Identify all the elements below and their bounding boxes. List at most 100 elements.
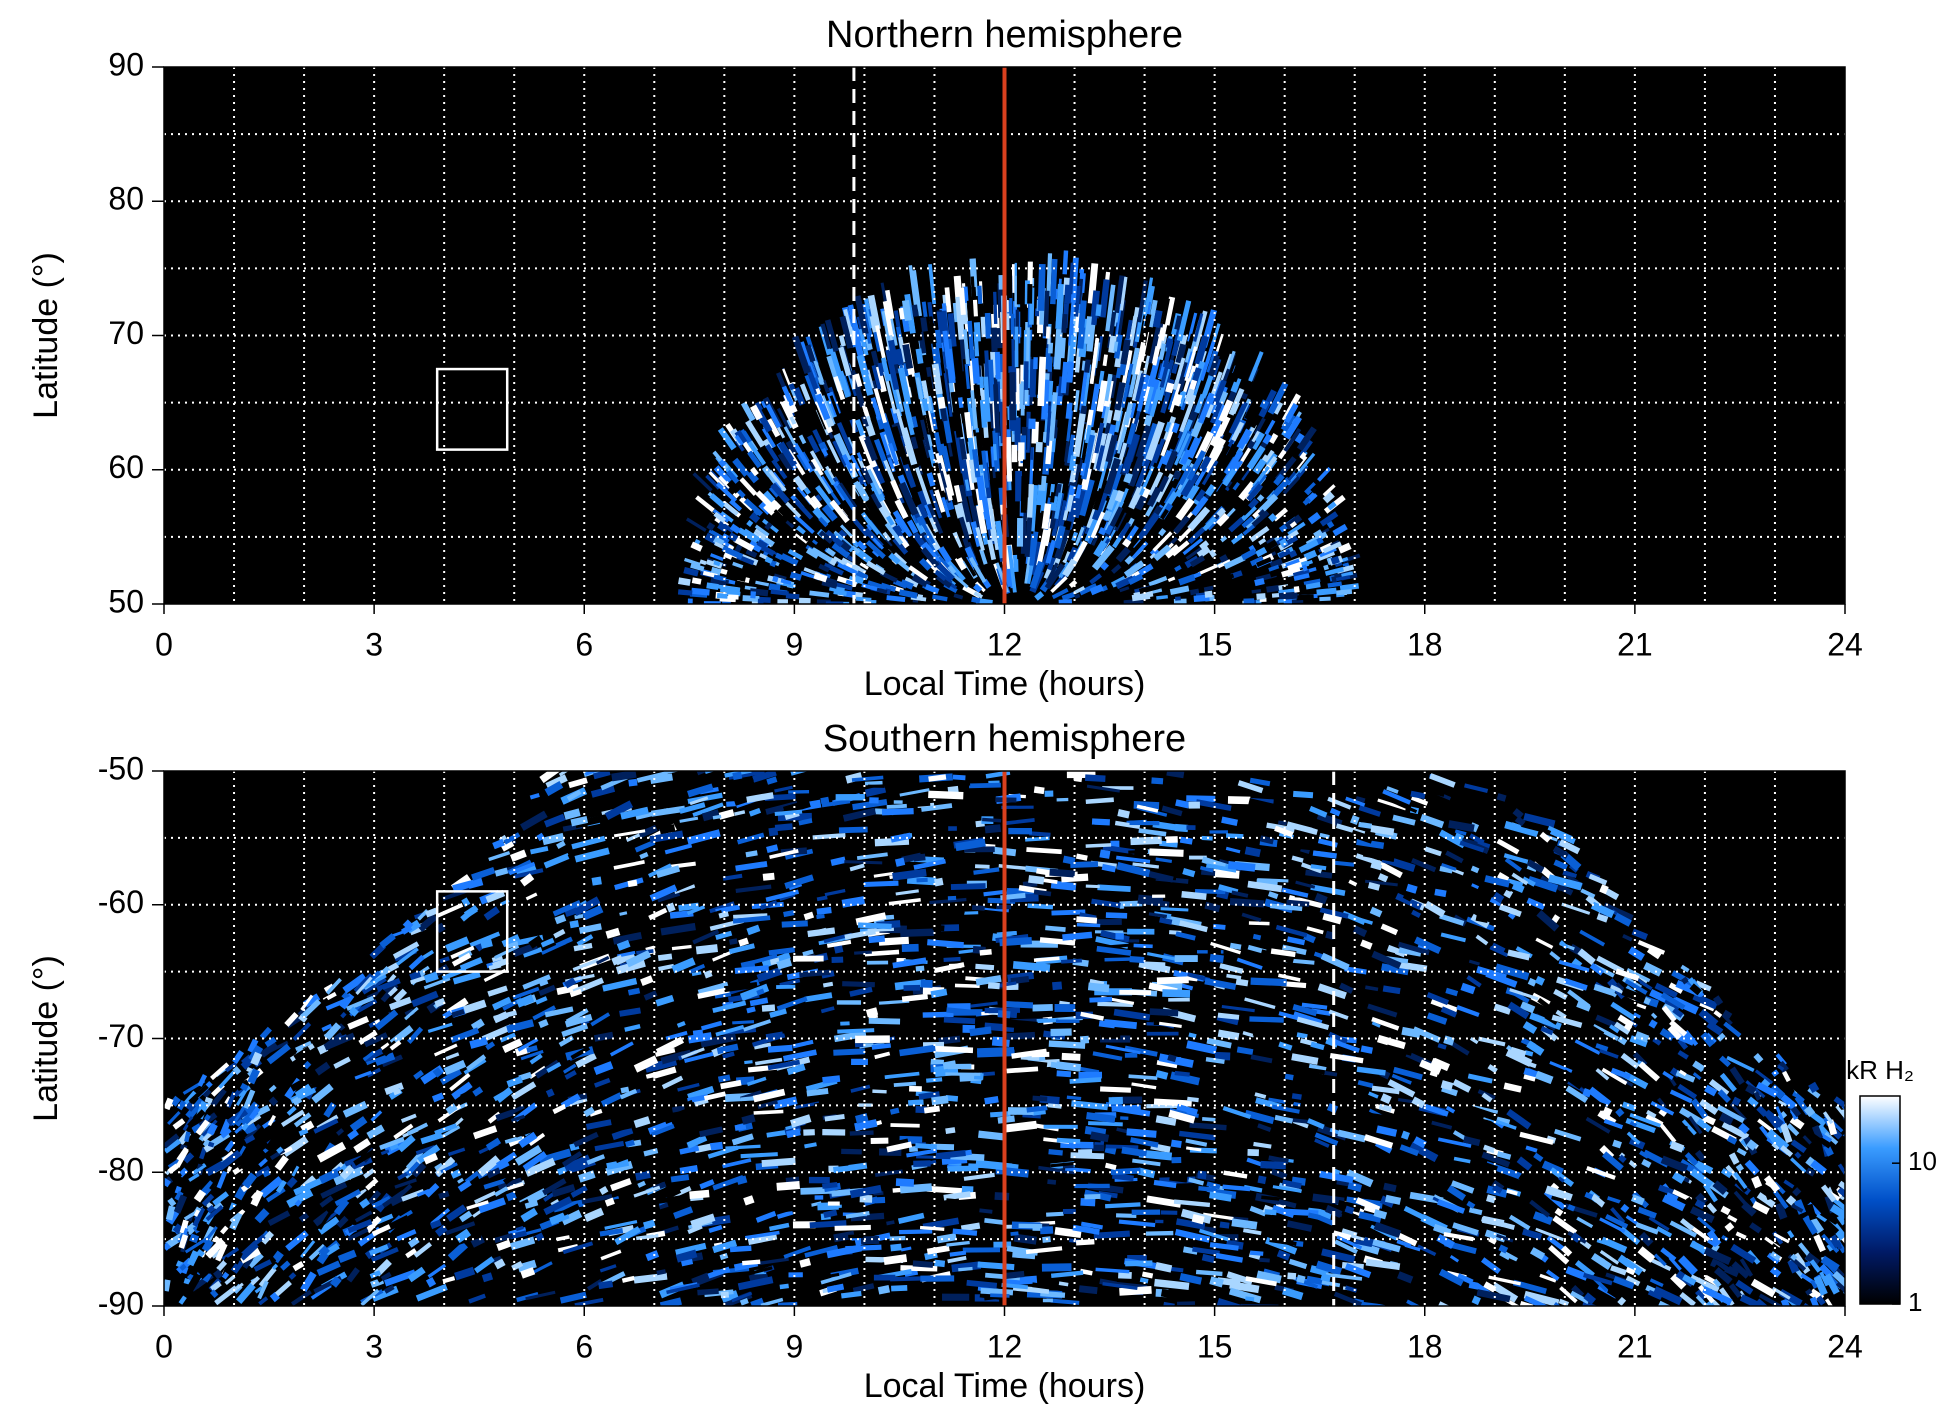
emission-streak: [1788, 1198, 1794, 1203]
emission-streak: [1271, 561, 1282, 565]
emission-streak: [1159, 843, 1177, 845]
emission-streak: [1522, 823, 1541, 828]
emission-streak: [974, 1076, 983, 1077]
emission-streak: [1203, 1257, 1215, 1260]
emission-streak: [985, 1099, 999, 1101]
emission-streak: [717, 783, 725, 785]
emission-streak: [1127, 1132, 1157, 1134]
emission-streak: [1270, 516, 1275, 520]
emission-streak: [955, 985, 980, 986]
emission-streak: [809, 593, 829, 595]
emission-streak: [1189, 1035, 1196, 1037]
emission-streak: [953, 1231, 977, 1233]
emission-streak: [845, 1247, 881, 1249]
emission-streak: [732, 1022, 754, 1023]
emission-streak: [1515, 811, 1522, 817]
emission-streak: [635, 1120, 650, 1125]
emission-streak: [1076, 1242, 1094, 1243]
emission-streak: [200, 1221, 204, 1231]
emission-streak: [342, 1013, 345, 1017]
emission-streak: [1047, 1182, 1055, 1183]
emission-streak: [1076, 919, 1097, 920]
emission-streak: [766, 559, 772, 562]
emission-streak: [224, 1273, 228, 1278]
emission-streak: [1004, 1274, 1024, 1276]
emission-streak: [1625, 1025, 1630, 1029]
emission-streak: [606, 1201, 614, 1204]
emission-streak: [833, 1051, 865, 1052]
emission-streak: [166, 1280, 168, 1291]
emission-streak: [1060, 1145, 1093, 1146]
y-tick-label: 70: [108, 315, 144, 351]
emission-streak: [1354, 929, 1365, 934]
emission-streak: [1105, 1204, 1140, 1206]
emission-streak: [1175, 1073, 1190, 1075]
emission-streak: [1029, 1205, 1061, 1207]
x-tick-label: 12: [987, 626, 1023, 662]
emission-streak: [1124, 602, 1144, 603]
emission-streak: [296, 1201, 300, 1205]
emission-streak: [264, 1172, 270, 1175]
emission-streak: [720, 589, 740, 591]
emission-streak: [1346, 1209, 1354, 1212]
emission-streak: [965, 287, 966, 305]
emission-streak: [734, 812, 744, 814]
emission-streak: [1042, 266, 1043, 294]
emission-streak: [1210, 1280, 1222, 1283]
emission-streak: [799, 972, 830, 974]
emission-streak: [1297, 434, 1302, 441]
emission-streak: [918, 597, 923, 598]
emission-streak: [1223, 1187, 1250, 1189]
emission-streak: [1055, 1231, 1081, 1234]
emission-streak: [1003, 1004, 1033, 1006]
emission-streak: [1442, 1084, 1453, 1087]
emission-streak: [958, 1268, 972, 1269]
emission-streak: [679, 581, 691, 583]
emission-streak: [1053, 259, 1055, 304]
emission-streak: [894, 1083, 916, 1085]
emission-streak: [1106, 1146, 1139, 1147]
emission-streak: [1180, 840, 1192, 842]
emission-streak: [1111, 336, 1113, 353]
emission-streak: [1255, 581, 1264, 583]
emission-streak: [967, 412, 970, 438]
emission-streak: [988, 313, 989, 339]
emission-streak: [692, 544, 702, 548]
emission-streak: [1215, 1056, 1230, 1057]
emission-streak: [496, 1262, 504, 1266]
emission-streak: [1175, 567, 1181, 570]
emission-streak: [975, 966, 994, 967]
emission-streak: [1105, 945, 1132, 947]
emission-streak: [866, 789, 885, 794]
emission-streak: [1019, 1212, 1036, 1214]
x-tick-label: 18: [1407, 626, 1443, 662]
emission-streak: [705, 764, 728, 771]
emission-streak: [744, 1199, 753, 1202]
emission-streak: [833, 974, 866, 977]
emission-streak: [791, 575, 801, 578]
emission-streak: [1728, 1138, 1736, 1142]
emission-streak: [522, 1271, 534, 1275]
emission-streak: [935, 463, 937, 473]
emission-streak: [1065, 1169, 1091, 1171]
emission-streak: [893, 872, 927, 876]
emission-streak: [937, 330, 939, 348]
emission-streak: [708, 525, 713, 528]
emission-streak: [1613, 1143, 1621, 1146]
emission-streak: [1706, 1088, 1716, 1093]
emission-streak: [977, 385, 978, 399]
emission-streak: [1525, 1052, 1533, 1054]
emission-streak: [1365, 987, 1378, 989]
emission-streak: [711, 570, 720, 572]
emission-streak: [817, 897, 827, 899]
emission-streak: [210, 1124, 215, 1134]
emission-streak: [735, 1126, 746, 1128]
emission-streak: [775, 812, 802, 814]
emission-streak: [1256, 596, 1265, 597]
emission-streak: [782, 1081, 802, 1083]
emission-streak: [1271, 951, 1295, 954]
emission-streak: [1085, 884, 1094, 885]
emission-streak: [1226, 836, 1243, 837]
emission-streak: [776, 555, 782, 558]
